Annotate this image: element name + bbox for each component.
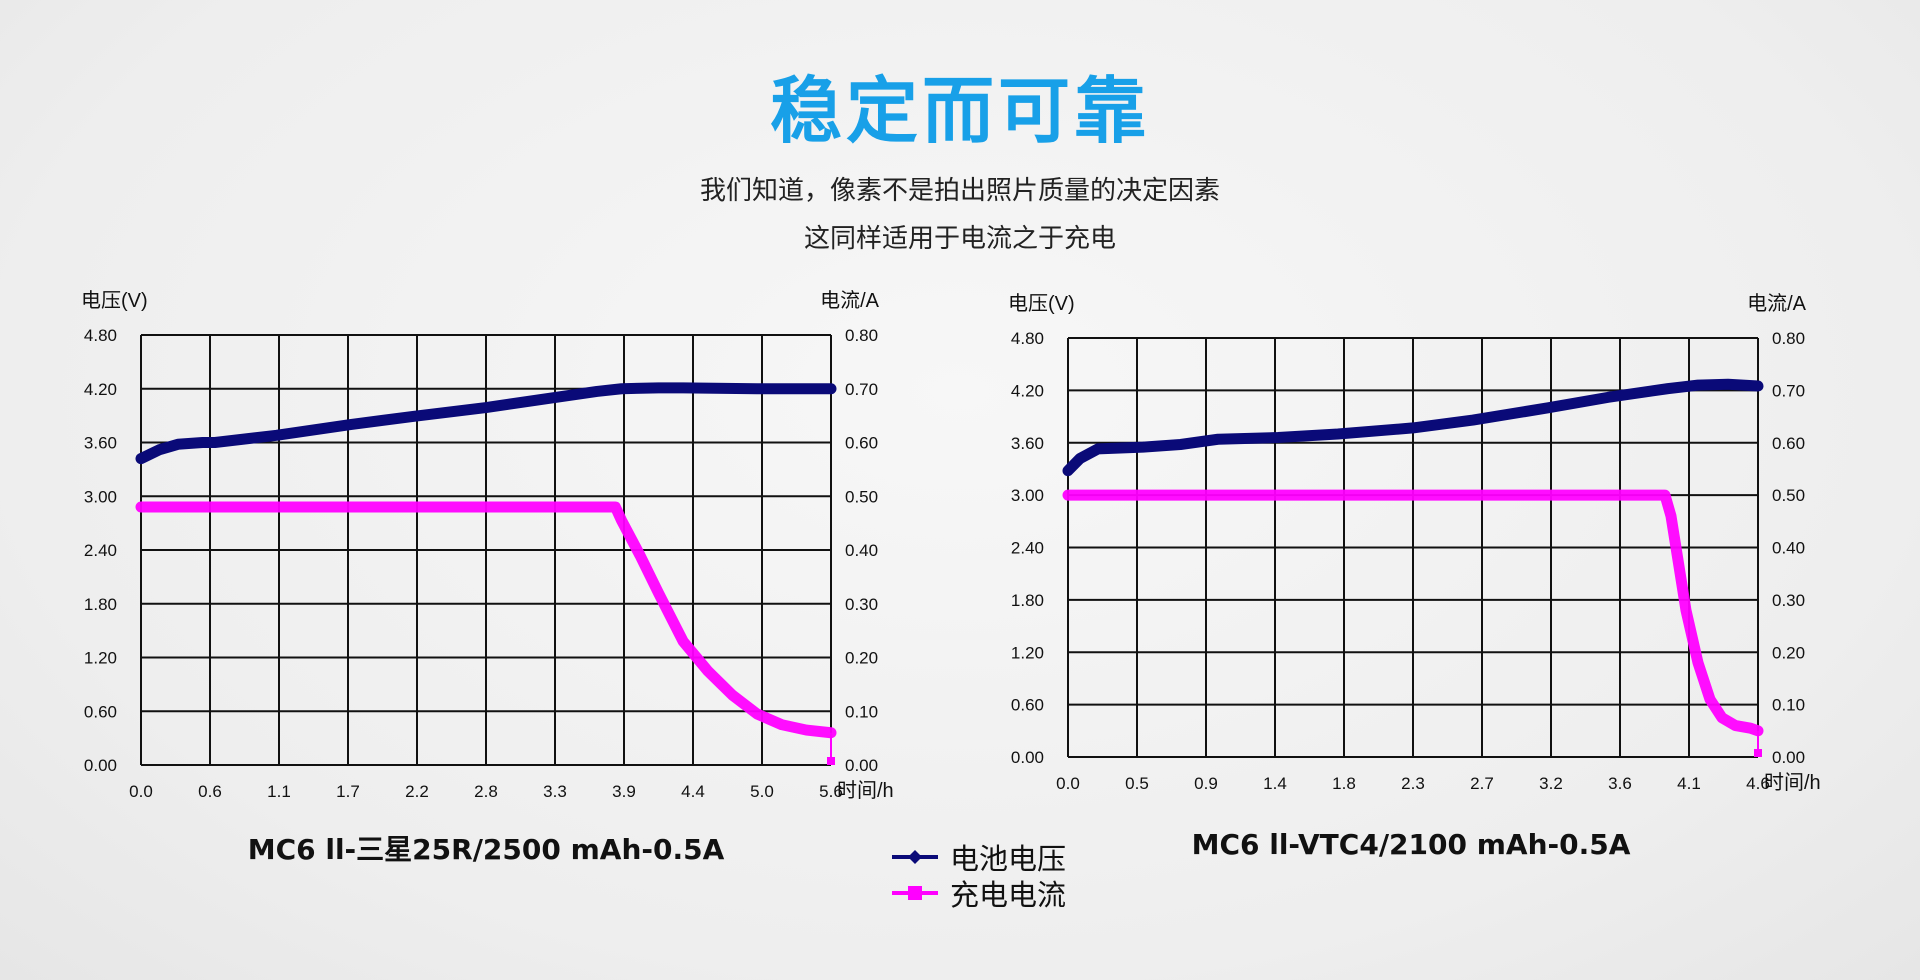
y-left-tick-label: 1.20 bbox=[1011, 643, 1044, 662]
y-right-tick-label: 0.50 bbox=[845, 487, 878, 506]
y-left-tick-label: 0.60 bbox=[1011, 696, 1044, 715]
voltage-series-line bbox=[135, 382, 837, 465]
y-right-tick-label: 0.00 bbox=[845, 756, 878, 775]
x-axis-label: 时间/h bbox=[837, 779, 894, 802]
x-tick-label: 3.2 bbox=[1539, 774, 1563, 793]
y-left-tick-label: 4.80 bbox=[1011, 329, 1044, 348]
x-tick-label: 0.9 bbox=[1194, 774, 1218, 793]
x-tick-label: 1.8 bbox=[1332, 774, 1356, 793]
y-right-tick-label: 0.50 bbox=[1772, 486, 1805, 505]
x-tick-label: 0.6 bbox=[198, 782, 222, 801]
x-tick-label: 2.2 bbox=[405, 782, 429, 801]
subtitle-line-2: 这同样适用于电流之于充电 bbox=[803, 224, 1116, 254]
y-right-tick-label: 0.10 bbox=[845, 702, 878, 721]
y-left-tick-label: 4.80 bbox=[84, 326, 117, 345]
y-right-tick-label: 0.20 bbox=[1772, 643, 1805, 662]
x-tick-label: 1.7 bbox=[336, 782, 360, 801]
y-left-axis-label: 电压(V) bbox=[81, 289, 148, 312]
page-title: 稳定而可靠 bbox=[769, 69, 1150, 153]
chart-2-title: MC6 ll-VTC4/2100 mAh-0.5A bbox=[1191, 828, 1631, 861]
diamond-marker-icon bbox=[892, 850, 938, 864]
y-left-tick-label: 4.20 bbox=[84, 380, 117, 399]
legend-label-current: 充电电流 bbox=[950, 878, 1067, 912]
y-right-tick-label: 0.70 bbox=[845, 380, 878, 399]
y-right-tick-label: 0.40 bbox=[845, 541, 878, 560]
y-right-tick-label: 0.80 bbox=[845, 326, 878, 345]
x-tick-label: 4.4 bbox=[681, 782, 705, 801]
x-tick-label: 4.1 bbox=[1677, 774, 1701, 793]
y-left-axis-label: 电压(V) bbox=[1008, 292, 1075, 315]
y-left-tick-label: 3.00 bbox=[1011, 486, 1044, 505]
x-tick-label: 5.0 bbox=[750, 782, 774, 801]
current-end-marker bbox=[827, 757, 835, 765]
legend-item-current: 充电电流 bbox=[892, 872, 1066, 914]
y-left-tick-label: 3.60 bbox=[1011, 434, 1044, 453]
x-axis-label: 时间/h bbox=[1764, 771, 1821, 794]
legend-item-voltage: 电池电压 bbox=[892, 836, 1066, 878]
y-left-tick-label: 1.20 bbox=[84, 649, 117, 668]
y-left-tick-label: 0.60 bbox=[84, 702, 117, 721]
x-tick-label: 0.5 bbox=[1125, 774, 1149, 793]
y-right-tick-label: 0.10 bbox=[1772, 696, 1805, 715]
y-right-tick-label: 0.70 bbox=[1772, 381, 1805, 400]
current-end-marker bbox=[1754, 749, 1762, 757]
y-right-tick-label: 0.30 bbox=[845, 595, 878, 614]
current-series-line bbox=[135, 501, 837, 739]
y-left-tick-label: 2.40 bbox=[1011, 539, 1044, 558]
x-tick-label: 3.3 bbox=[543, 782, 567, 801]
y-right-tick-label: 0.40 bbox=[1772, 539, 1805, 558]
x-tick-label: 0.0 bbox=[129, 782, 153, 801]
y-right-axis-label: 电流/A bbox=[1747, 292, 1807, 315]
y-left-tick-label: 1.80 bbox=[84, 595, 117, 614]
y-left-tick-label: 3.00 bbox=[84, 487, 117, 506]
square-marker-icon bbox=[892, 886, 938, 900]
x-tick-label: 4.6 bbox=[1746, 774, 1770, 793]
subtitle-line-1: 我们知道，像素不是拍出照片质量的决定因素 bbox=[699, 176, 1220, 206]
y-right-tick-label: 0.00 bbox=[1772, 748, 1805, 767]
x-tick-label: 3.9 bbox=[612, 782, 636, 801]
y-left-tick-label: 3.60 bbox=[84, 434, 117, 453]
voltage-series-line bbox=[1062, 378, 1764, 477]
x-tick-label: 1.1 bbox=[267, 782, 291, 801]
y-left-tick-label: 2.40 bbox=[84, 541, 117, 560]
legend-label-voltage: 电池电压 bbox=[950, 842, 1067, 876]
y-left-tick-label: 4.20 bbox=[1011, 381, 1044, 400]
y-right-tick-label: 0.20 bbox=[845, 649, 878, 668]
x-tick-label: 2.7 bbox=[1470, 774, 1494, 793]
x-tick-label: 0.0 bbox=[1056, 774, 1080, 793]
chart-1-title: MC6 ll-三星25R/2500 mAh-0.5A bbox=[247, 833, 725, 866]
x-tick-label: 2.3 bbox=[1401, 774, 1425, 793]
x-tick-label: 2.8 bbox=[474, 782, 498, 801]
y-left-tick-label: 0.00 bbox=[84, 756, 117, 775]
y-left-tick-label: 0.00 bbox=[1011, 748, 1044, 767]
y-right-tick-label: 0.60 bbox=[845, 434, 878, 453]
y-right-axis-label: 电流/A bbox=[820, 289, 880, 312]
x-tick-label: 5.6 bbox=[819, 782, 843, 801]
y-right-tick-label: 0.80 bbox=[1772, 329, 1805, 348]
y-right-tick-label: 0.30 bbox=[1772, 591, 1805, 610]
x-tick-label: 1.4 bbox=[1263, 774, 1287, 793]
current-series-line bbox=[1062, 489, 1764, 737]
y-right-tick-label: 0.60 bbox=[1772, 434, 1805, 453]
x-tick-label: 3.6 bbox=[1608, 774, 1632, 793]
y-left-tick-label: 1.80 bbox=[1011, 591, 1044, 610]
